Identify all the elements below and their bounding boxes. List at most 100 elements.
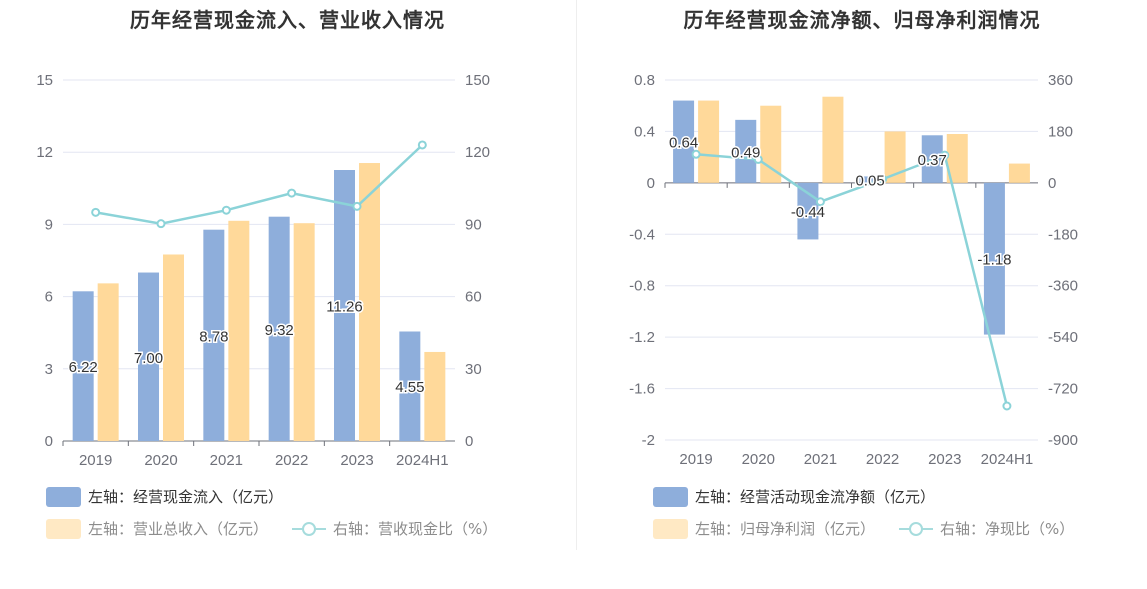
legend-swatch-orange[interactable] — [46, 518, 81, 539]
chart-panel-net-cash: 历年经营现金流净额、归母净利润情况 0.8 0.4 0 -0.4 -0.8 -1.2 -1.… — [577, 0, 1147, 560]
line-point — [221, 205, 231, 215]
left-axis-tick-label: -0.8 — [629, 278, 655, 295]
x-axis-tick-label: 2023 — [340, 452, 373, 469]
right-axis-tick-label: 30 — [465, 361, 482, 378]
right-axis-tick-label: 0 — [1048, 175, 1056, 192]
bar-data-label: -0.44 — [791, 204, 825, 221]
legend-label: 左轴：经营活动现金流净额（亿元） — [695, 488, 936, 506]
bar-series-2 — [424, 351, 446, 441]
bar-series-2 — [822, 96, 844, 183]
right-axis-tick-label: -720 — [1048, 381, 1078, 398]
bar-series-1 — [138, 272, 159, 441]
bar-data-label: 11.26 — [326, 299, 362, 316]
bar-series-2 — [884, 131, 906, 183]
right-axis-tick-label: -180 — [1048, 226, 1078, 243]
bar-series-1 — [72, 291, 94, 441]
bar-series-1 — [399, 331, 421, 441]
bar-data-label: 0.37 — [918, 152, 947, 169]
line-point — [417, 140, 427, 150]
left-axis-tick-label: 15 — [36, 72, 53, 89]
bar-series-1 — [334, 170, 355, 441]
line-point — [691, 149, 701, 159]
line-point — [352, 201, 362, 211]
x-axis-tick-label: 2021 — [804, 451, 837, 468]
chart-title: 历年经营现金流入、营业收入情况 — [130, 8, 445, 32]
bar-data-label: 9.32 — [265, 322, 294, 339]
legend-swatch-blue — [653, 486, 688, 507]
right-axis-tick-label: -360 — [1048, 278, 1078, 295]
bar-series-1 — [735, 119, 757, 183]
right-axis-tick-label: -900 — [1048, 432, 1078, 449]
legend-item-net-cash[interactable]: 左轴：经营活动现金流净额（亿元） — [653, 486, 935, 507]
legend-line-icon[interactable] — [899, 519, 934, 539]
left-axis-tick-label: -0.4 — [629, 226, 655, 243]
bar-data-label: 4.55 — [395, 379, 424, 396]
right-axis-tick-label: 0 — [465, 433, 473, 450]
bar-data-label: 8.78 — [199, 328, 228, 345]
x-axis-tick-label: 2019 — [79, 452, 112, 469]
bar-series-2 — [1008, 163, 1030, 183]
bar-series-1 — [203, 229, 225, 441]
line-point — [753, 154, 763, 164]
bar-series-1 — [859, 176, 881, 183]
x-axis-tick-label: 2020 — [742, 451, 775, 468]
bar-data-label: 6.22 — [69, 359, 98, 376]
right-axis-tick-label: 150 — [465, 72, 490, 89]
bar-data-label: 0.49 — [731, 144, 760, 161]
legend-label[interactable]: 左轴：营业总收入（亿元） — [88, 520, 269, 538]
bar-series-2 — [760, 105, 782, 183]
bar-series-1 — [673, 100, 695, 183]
legend-label[interactable]: 左轴：归母净利润（亿元） — [695, 520, 876, 538]
line-point — [815, 197, 825, 207]
legend-item-cash-inflow[interactable]: 左轴：经营现金流入（亿元） — [46, 486, 283, 507]
legend-swatch-orange[interactable] — [653, 518, 688, 539]
legend-swatch-blue — [46, 486, 81, 507]
x-axis-tick-label: 2022 — [275, 452, 308, 469]
x-axis-tick-label: 2021 — [210, 452, 243, 469]
bar-series-2 — [293, 223, 315, 441]
legend-label[interactable]: 右轴：净现比（%） — [940, 520, 1075, 538]
right-axis-tick-label: -540 — [1048, 329, 1078, 346]
line-point — [1002, 401, 1012, 411]
bar-series-2 — [228, 220, 250, 441]
bar-series-2 — [97, 283, 119, 441]
legend-row-2: 左轴：营业总收入（亿元） 右轴：营收现金比（%） — [46, 518, 497, 539]
bar-series-2 — [698, 100, 720, 183]
right-axis-tick-label: 90 — [465, 216, 482, 233]
x-axis-tick-label: 2019 — [679, 451, 712, 468]
left-axis-tick-label: -1.2 — [629, 329, 655, 346]
chart-net-cash-profit: 0.8 0.4 0 -0.4 -0.8 -1.2 -1.6 -2 360 180 0 -180 -360… — [629, 72, 1078, 468]
left-axis-tick-label: 0.4 — [634, 123, 655, 140]
line-point — [156, 219, 166, 229]
bar-series-1 — [983, 182, 1005, 335]
bar-series-1 — [268, 216, 290, 441]
left-axis-tick-label: 12 — [36, 144, 53, 161]
left-axis-tick-label: 3 — [45, 361, 53, 378]
legend-label[interactable]: 右轴：营收现金比（%） — [333, 520, 498, 538]
right-axis-tick-label: 180 — [1048, 123, 1073, 140]
bar-data-label: 0.05 — [855, 173, 884, 190]
x-axis-tick-label: 2023 — [928, 451, 961, 468]
x-axis-tick-label: 2024H1 — [396, 452, 449, 469]
right-axis-tick-label: 60 — [465, 289, 482, 306]
line-point — [287, 188, 297, 198]
left-axis-tick-label: 9 — [45, 216, 53, 233]
bar-series-2 — [359, 163, 380, 441]
line-series — [695, 153, 1009, 407]
chart-title: 历年经营现金流净额、归母净利润情况 — [683, 8, 1041, 32]
x-axis-tick-label: 2020 — [144, 452, 177, 469]
bar-data-label: 0.64 — [669, 135, 698, 152]
bar-data-label: -1.18 — [977, 252, 1011, 269]
chart-panel-cash-inflow: 历年经营现金流入、营业收入情况 0 3 6 9 12 15 0 30 60 90 120 150 201… — [0, 0, 575, 560]
left-axis-tick-label: -2 — [642, 432, 655, 449]
bar-series-2 — [946, 134, 968, 183]
x-axis-tick-label: 2024H1 — [981, 451, 1034, 468]
bar-data-label: 7.00 — [134, 350, 163, 367]
line-point — [940, 150, 950, 160]
legend-line-icon[interactable] — [292, 519, 327, 539]
left-axis-tick-label: 0.8 — [634, 72, 655, 89]
left-axis-tick-label: 6 — [45, 289, 53, 306]
left-axis-tick-label: 0 — [45, 433, 53, 450]
line-point — [878, 174, 888, 184]
